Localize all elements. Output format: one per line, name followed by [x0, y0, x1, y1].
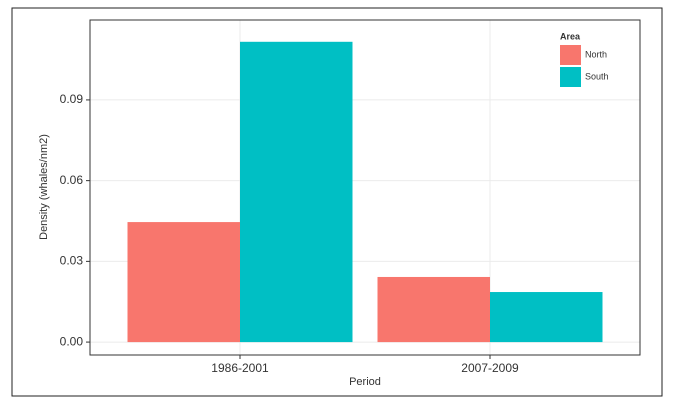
- legend-title: Area: [560, 31, 581, 41]
- y-tick-label: 0.06: [60, 173, 84, 187]
- frame: [11, 7, 663, 397]
- y-tick-label: 0.09: [60, 92, 84, 106]
- plot-border: [89, 19, 641, 356]
- y-tick-label: 0.03: [60, 254, 84, 268]
- bar: [377, 276, 490, 343]
- x-tick-label: 1986-2001: [211, 361, 269, 375]
- bar: [127, 222, 240, 343]
- bar: [240, 41, 353, 343]
- y-axis-label: Density (whales/nm2): [38, 134, 50, 240]
- legend-key: [560, 45, 581, 65]
- y-tick-label: 0.00: [60, 334, 84, 348]
- bar: [490, 292, 603, 343]
- x-tick-label: 2007-2009: [461, 361, 519, 375]
- x-axis-label: Period: [349, 376, 381, 388]
- legend-label: South: [585, 71, 609, 81]
- legend-key: [560, 67, 581, 87]
- legend-label: North: [585, 49, 607, 59]
